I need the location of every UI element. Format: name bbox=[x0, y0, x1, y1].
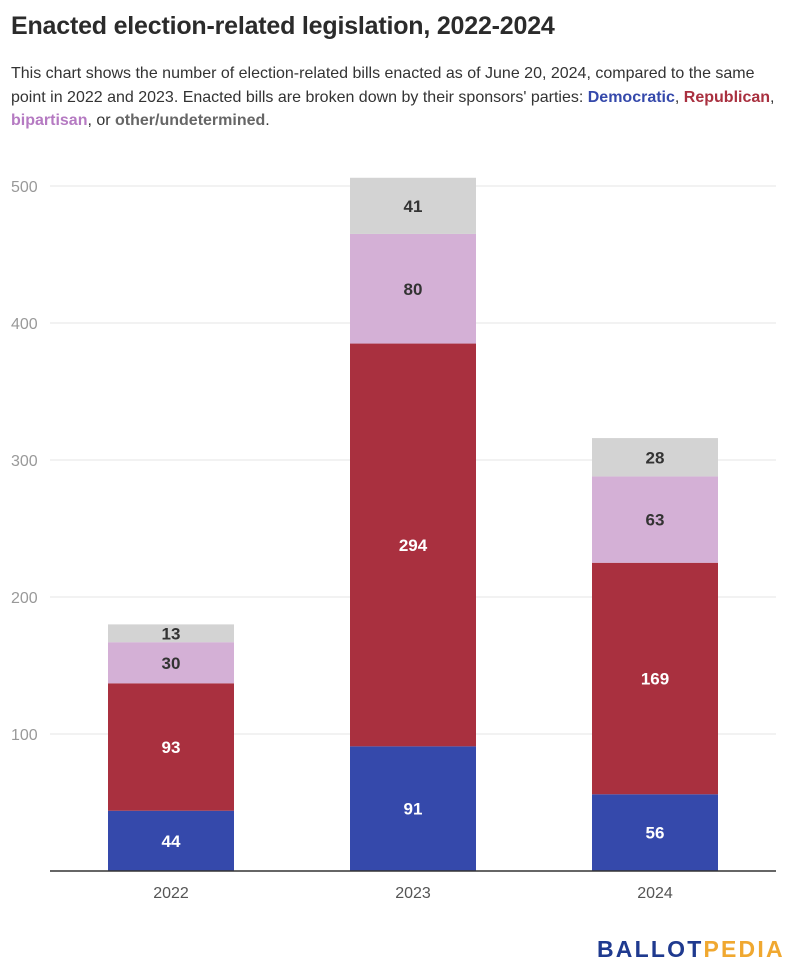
x-tick-label: 2022 bbox=[153, 885, 189, 902]
legend-republican: Republican bbox=[683, 88, 771, 106]
data-label: 294 bbox=[399, 536, 428, 555]
ballotpedia-logo: BALLOTPEDIA bbox=[597, 936, 785, 963]
legend-other: other/undetermined bbox=[115, 112, 266, 129]
legend-bipartisan: bipartisan bbox=[11, 112, 88, 129]
data-label: 63 bbox=[646, 511, 665, 530]
data-label: 91 bbox=[404, 800, 423, 819]
data-label: 30 bbox=[162, 654, 181, 673]
bar-segment bbox=[592, 794, 718, 871]
x-tick-label: 2024 bbox=[637, 885, 673, 902]
data-label: 56 bbox=[646, 824, 665, 843]
data-label: 41 bbox=[404, 197, 423, 216]
subtitle-separator: , bbox=[674, 88, 684, 106]
bar-segment bbox=[350, 233, 476, 344]
logo-part-ballot: BALLOT bbox=[597, 936, 704, 962]
subtitle-intro: This chart shows the number of election-… bbox=[11, 65, 755, 106]
x-tick-label: 2023 bbox=[395, 885, 431, 902]
chart-subtitle: This chart shows the number of election-… bbox=[11, 62, 781, 133]
subtitle-separator: , bbox=[770, 88, 775, 106]
bar-segment bbox=[350, 746, 476, 871]
data-label: 44 bbox=[162, 832, 181, 851]
subtitle-separator: , or bbox=[87, 112, 116, 129]
bar-segment bbox=[108, 810, 234, 871]
data-label: 80 bbox=[404, 280, 423, 299]
y-tick-label: 100 bbox=[11, 727, 38, 744]
y-tick-label: 200 bbox=[11, 590, 38, 607]
data-label: 13 bbox=[162, 624, 181, 643]
bar-segment bbox=[350, 343, 476, 747]
bar-segment bbox=[108, 683, 234, 811]
y-tick-label: 300 bbox=[11, 453, 38, 470]
y-tick-label: 500 bbox=[11, 179, 38, 196]
chart-title: Enacted election-related legislation, 20… bbox=[11, 12, 555, 40]
logo-part-pedia: PEDIA bbox=[703, 936, 785, 962]
bar-segment bbox=[108, 642, 234, 684]
bar-segment bbox=[592, 476, 718, 563]
bar-segment bbox=[108, 624, 234, 643]
data-label: 93 bbox=[162, 738, 181, 757]
data-label: 169 bbox=[641, 670, 669, 689]
legend-democratic: Democratic bbox=[587, 88, 675, 106]
bar-segment bbox=[350, 177, 476, 234]
data-label: 28 bbox=[646, 448, 665, 467]
subtitle-end: . bbox=[265, 112, 270, 129]
y-tick-label: 400 bbox=[11, 316, 38, 333]
bar-segment bbox=[592, 438, 718, 477]
bar-segment bbox=[592, 562, 718, 795]
